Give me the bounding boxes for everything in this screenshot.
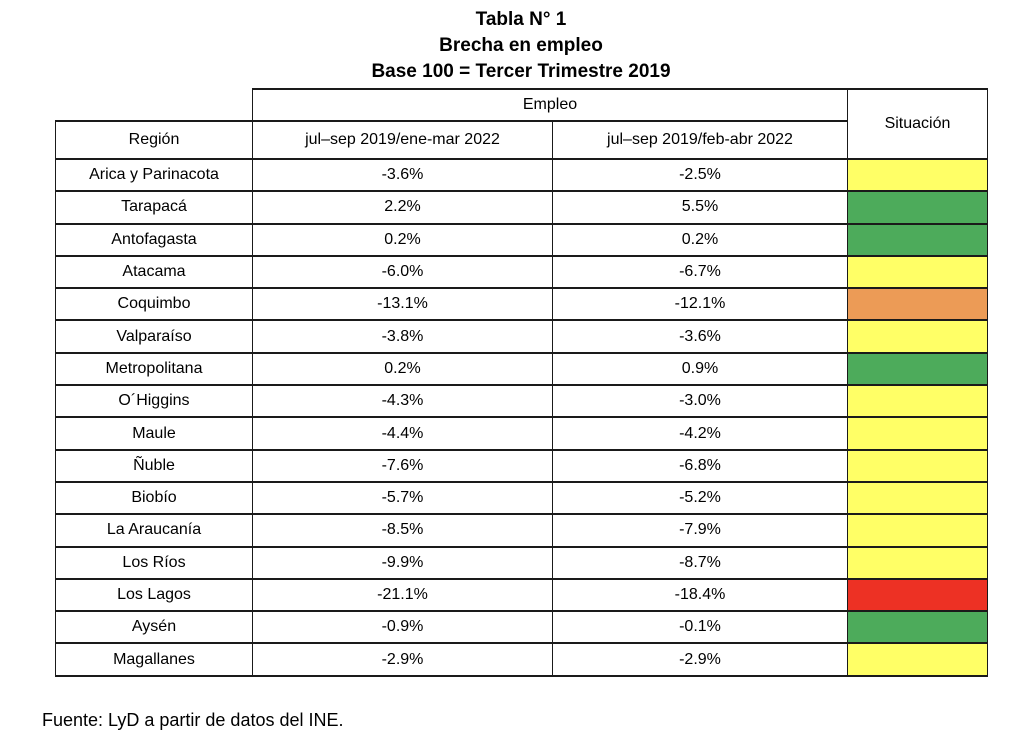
table-row: Los Lagos -21.1% -18.4% [55, 577, 988, 613]
region-cell: Los Ríos [55, 545, 253, 580]
source-note: Fuente: LyD a partir de datos del INE. [42, 710, 344, 730]
value-cell-2: -18.4% [552, 577, 848, 613]
status-cell [847, 190, 988, 225]
empleo-header: Empleo [252, 88, 848, 122]
value-cell-1: -5.7% [252, 480, 553, 516]
employment-gap-table: Empleo Situación Región jul–sep 2019/ene… [55, 88, 988, 677]
period-col2-header: jul–sep 2019/feb-abr 2022 [552, 120, 848, 160]
value-cell-1: -3.8% [252, 319, 553, 354]
status-cell [847, 642, 988, 677]
value-cell-2: -5.2% [552, 480, 848, 516]
value-cell-2: -3.6% [552, 319, 848, 354]
value-cell-2: 5.5% [552, 190, 848, 225]
status-cell [847, 351, 988, 387]
table-row: Antofagasta 0.2% 0.2% [55, 222, 988, 257]
status-cell [847, 577, 988, 613]
header-row-columns: Región jul–sep 2019/ene-mar 2022 jul–sep… [55, 120, 988, 160]
table-title-line1: Tabla N° 1 [475, 9, 567, 30]
region-cell: Magallanes [55, 642, 253, 677]
table-row: Los Ríos -9.9% -8.7% [55, 545, 988, 580]
status-cell [847, 545, 988, 580]
table-row: Arica y Parinacota -3.6% -2.5% [55, 157, 988, 193]
table-row: Tarapacá 2.2% 5.5% [55, 190, 988, 225]
status-cell [847, 319, 988, 354]
value-cell-1: -6.0% [252, 254, 553, 290]
region-cell: Ñuble [55, 448, 253, 483]
value-cell-1: -4.4% [252, 416, 553, 451]
value-cell-1: -2.9% [252, 642, 553, 677]
status-cell [847, 448, 988, 483]
table-title-block: Tabla N° 1 Brecha en empleo Base 100 = T… [55, 7, 987, 85]
region-cell: Tarapacá [55, 190, 253, 225]
period-col1-header: jul–sep 2019/ene-mar 2022 [252, 120, 553, 160]
value-cell-2: -8.7% [552, 545, 848, 580]
header-row-empleo: Empleo Situación [55, 88, 988, 160]
value-cell-1: -21.1% [252, 577, 553, 613]
value-cell-1: 2.2% [252, 190, 553, 225]
value-cell-1: -4.3% [252, 384, 553, 419]
region-cell: La Araucanía [55, 513, 253, 548]
status-cell [847, 384, 988, 419]
table-row: Metropolitana 0.2% 0.9% [55, 351, 988, 387]
region-cell: Los Lagos [55, 577, 253, 613]
region-cell: Biobío [55, 480, 253, 516]
value-cell-1: -9.9% [252, 545, 553, 580]
table-row: Maule -4.4% -4.2% [55, 416, 988, 451]
status-cell [847, 287, 988, 322]
value-cell-2: 0.2% [552, 222, 848, 257]
value-cell-1: 0.2% [252, 222, 553, 257]
value-cell-1: 0.2% [252, 351, 553, 387]
table-row: O´Higgins -4.3% -3.0% [55, 384, 988, 419]
situacion-header: Situación [847, 88, 988, 160]
value-cell-2: -4.2% [552, 416, 848, 451]
value-cell-2: -2.9% [552, 642, 848, 677]
table-row: Atacama -6.0% -6.7% [55, 254, 988, 290]
table-row: La Araucanía -8.5% -7.9% [55, 513, 988, 548]
value-cell-2: -2.5% [552, 157, 848, 193]
table-title-line3: Base 100 = Tercer Trimestre 2019 [371, 61, 671, 82]
status-cell [847, 222, 988, 257]
region-cell: Atacama [55, 254, 253, 290]
value-cell-2: -6.7% [552, 254, 848, 290]
table-title-line2: Brecha en empleo [439, 35, 603, 56]
region-cell: Antofagasta [55, 222, 253, 257]
value-cell-2: -12.1% [552, 287, 848, 322]
value-cell-1: -3.6% [252, 157, 553, 193]
region-cell: Arica y Parinacota [55, 157, 253, 193]
value-cell-2: -6.8% [552, 448, 848, 483]
table-row: Valparaíso -3.8% -3.6% [55, 319, 988, 354]
region-cell: Maule [55, 416, 253, 451]
table-row: Ñuble -7.6% -6.8% [55, 448, 988, 483]
status-cell [847, 157, 988, 193]
table-row: Coquimbo -13.1% -12.1% [55, 287, 988, 322]
table-row: Aysén -0.9% -0.1% [55, 610, 988, 645]
region-cell: Metropolitana [55, 351, 253, 387]
region-cell: O´Higgins [55, 384, 253, 419]
region-cell: Coquimbo [55, 287, 253, 322]
table-row: Biobío -5.7% -5.2% [55, 480, 988, 516]
table-body: Empleo Situación Región jul–sep 2019/ene… [55, 88, 988, 677]
status-cell [847, 254, 988, 290]
value-cell-1: -13.1% [252, 287, 553, 322]
region-cell: Valparaíso [55, 319, 253, 354]
status-cell [847, 480, 988, 516]
value-cell-1: -8.5% [252, 513, 553, 548]
status-cell [847, 416, 988, 451]
value-cell-2: 0.9% [552, 351, 848, 387]
value-cell-2: -3.0% [552, 384, 848, 419]
status-cell [847, 610, 988, 645]
blank-corner-cell [55, 89, 253, 121]
value-cell-1: -0.9% [252, 610, 553, 645]
value-cell-2: -7.9% [552, 513, 848, 548]
value-cell-1: -7.6% [252, 448, 553, 483]
status-cell [847, 513, 988, 548]
region-header: Región [55, 120, 253, 160]
table-row: Magallanes -2.9% -2.9% [55, 642, 988, 677]
value-cell-2: -0.1% [552, 610, 848, 645]
region-cell: Aysén [55, 610, 253, 645]
